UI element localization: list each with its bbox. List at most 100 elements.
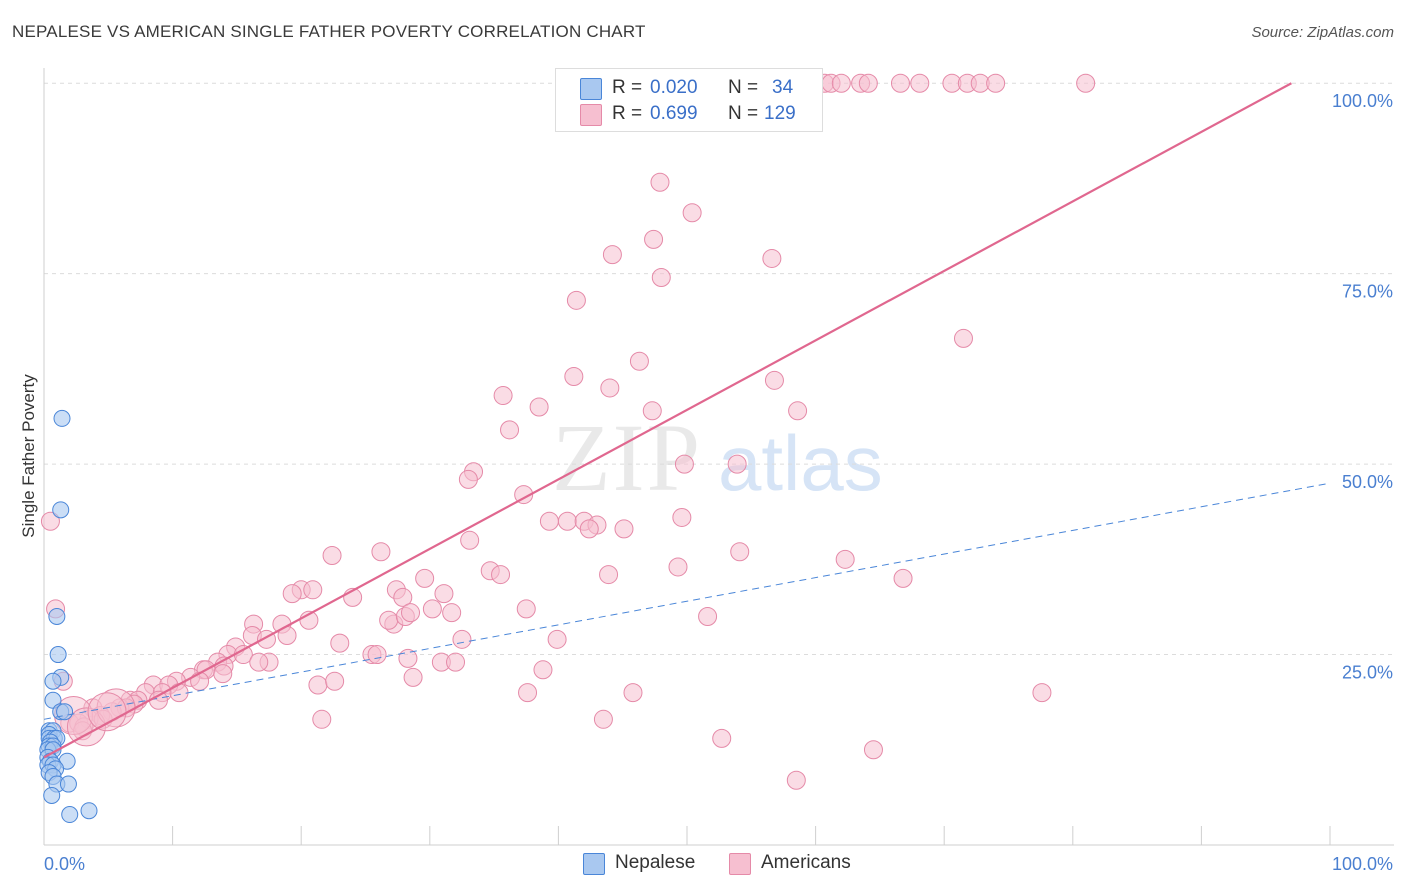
americans-point	[493, 386, 513, 406]
americans-point	[1032, 683, 1052, 703]
americans-point	[910, 73, 930, 93]
nepalese-point	[49, 646, 67, 664]
nepalese-point	[53, 409, 71, 427]
stats-legend: R = 0.020 N = 34 R = 0.699 N = 129	[555, 68, 823, 132]
americans-point	[514, 485, 534, 505]
americans-point	[491, 565, 511, 585]
americans-point	[249, 652, 269, 672]
watermark: ZIP atlas	[552, 404, 883, 511]
americans-point	[668, 557, 688, 577]
americans-point	[282, 584, 302, 604]
americans-point	[764, 370, 784, 390]
americans-point	[500, 420, 520, 440]
americans-point	[629, 351, 649, 371]
americans-point	[148, 690, 168, 710]
y-tick-labels: 25.0% 50.0% 75.0% 100.0%	[1332, 91, 1393, 682]
americans-point	[303, 580, 323, 600]
bottom-americans-label: Americans	[761, 852, 851, 873]
americans-point	[371, 542, 391, 562]
americans-point	[651, 267, 671, 287]
nepalese-point	[44, 672, 62, 690]
nepalese-point	[80, 802, 98, 820]
americans-point	[614, 519, 634, 539]
americans-point	[452, 629, 472, 649]
americans-point	[460, 530, 480, 550]
trend-lines	[43, 82, 1331, 759]
americans-point	[529, 397, 549, 417]
americans-point	[213, 664, 233, 684]
americans-swatch	[580, 104, 602, 126]
americans-point	[682, 203, 702, 223]
americans-point	[727, 454, 747, 474]
americans-n-value: 129	[764, 103, 796, 124]
americans-point	[539, 511, 559, 531]
americans-point	[835, 549, 855, 569]
americans-point	[379, 610, 399, 630]
americans-point	[1076, 73, 1096, 93]
americans-point	[650, 172, 670, 192]
nepalese-r-value: 0.020	[650, 77, 698, 98]
nepalese-n-label: N =	[728, 77, 759, 98]
americans-point	[403, 667, 423, 687]
americans-point	[308, 675, 328, 695]
bottom-americans-swatch	[729, 853, 751, 875]
americans-n-label: N =	[728, 103, 759, 124]
americans-point	[547, 629, 567, 649]
americans-point	[458, 469, 478, 489]
y-tick-label-75: 75.0%	[1342, 282, 1393, 302]
x-tick-label-100: 100.0%	[1332, 854, 1393, 874]
nepalese-point	[59, 775, 77, 793]
americans-point	[788, 401, 808, 421]
americans-point	[602, 245, 622, 265]
americans-point	[642, 401, 662, 421]
americans-point	[446, 652, 466, 672]
nepalese-trend-line	[43, 482, 1331, 720]
americans-point	[422, 599, 442, 619]
americans-point	[730, 542, 750, 562]
americans-point	[533, 660, 553, 680]
americans-point	[401, 603, 421, 623]
americans-point	[786, 770, 806, 790]
americans-point	[312, 709, 332, 729]
nepalese-swatch	[580, 78, 602, 100]
americans-point	[40, 511, 60, 531]
americans-r-label: R =	[612, 103, 643, 124]
americans-point	[393, 587, 413, 607]
grid-lines	[44, 82, 1394, 656]
americans-point	[858, 73, 878, 93]
nepalese-r-label: R =	[612, 77, 643, 98]
nepalese-point	[52, 501, 70, 519]
series-nepalese	[39, 409, 98, 824]
nepalese-point	[43, 786, 61, 804]
americans-point	[674, 454, 694, 474]
americans-point	[890, 73, 910, 93]
x-ticks	[43, 826, 1331, 845]
americans-point	[330, 633, 350, 653]
americans-point	[367, 645, 387, 665]
americans-point	[442, 603, 462, 623]
americans-point	[762, 248, 782, 268]
y-tick-label-25: 25.0%	[1342, 663, 1393, 683]
nepalese-point	[61, 806, 79, 824]
axes	[43, 68, 1394, 846]
bottom-nepalese-label: Nepalese	[615, 852, 696, 873]
americans-point	[564, 367, 584, 387]
americans-point	[599, 565, 619, 585]
americans-point	[325, 671, 345, 691]
americans-point	[593, 709, 613, 729]
bottom-nepalese-swatch	[583, 853, 605, 875]
nepalese-point	[56, 703, 74, 721]
x-tick-labels: 0.0% 100.0%	[44, 854, 1393, 874]
americans-point	[712, 728, 732, 748]
chart-title: NEPALESE VS AMERICAN SINGLE FATHER POVER…	[12, 22, 646, 41]
americans-point	[579, 519, 599, 539]
americans-point	[623, 683, 643, 703]
source-label: Source: ZipAtlas.com	[1251, 24, 1394, 41]
watermark-zip: ZIP	[552, 404, 702, 511]
americans-point	[557, 511, 577, 531]
americans-point	[169, 683, 189, 703]
americans-r-value: 0.699	[650, 103, 698, 124]
nepalese-point	[48, 607, 66, 625]
nepalese-n-value: 34	[772, 77, 794, 98]
